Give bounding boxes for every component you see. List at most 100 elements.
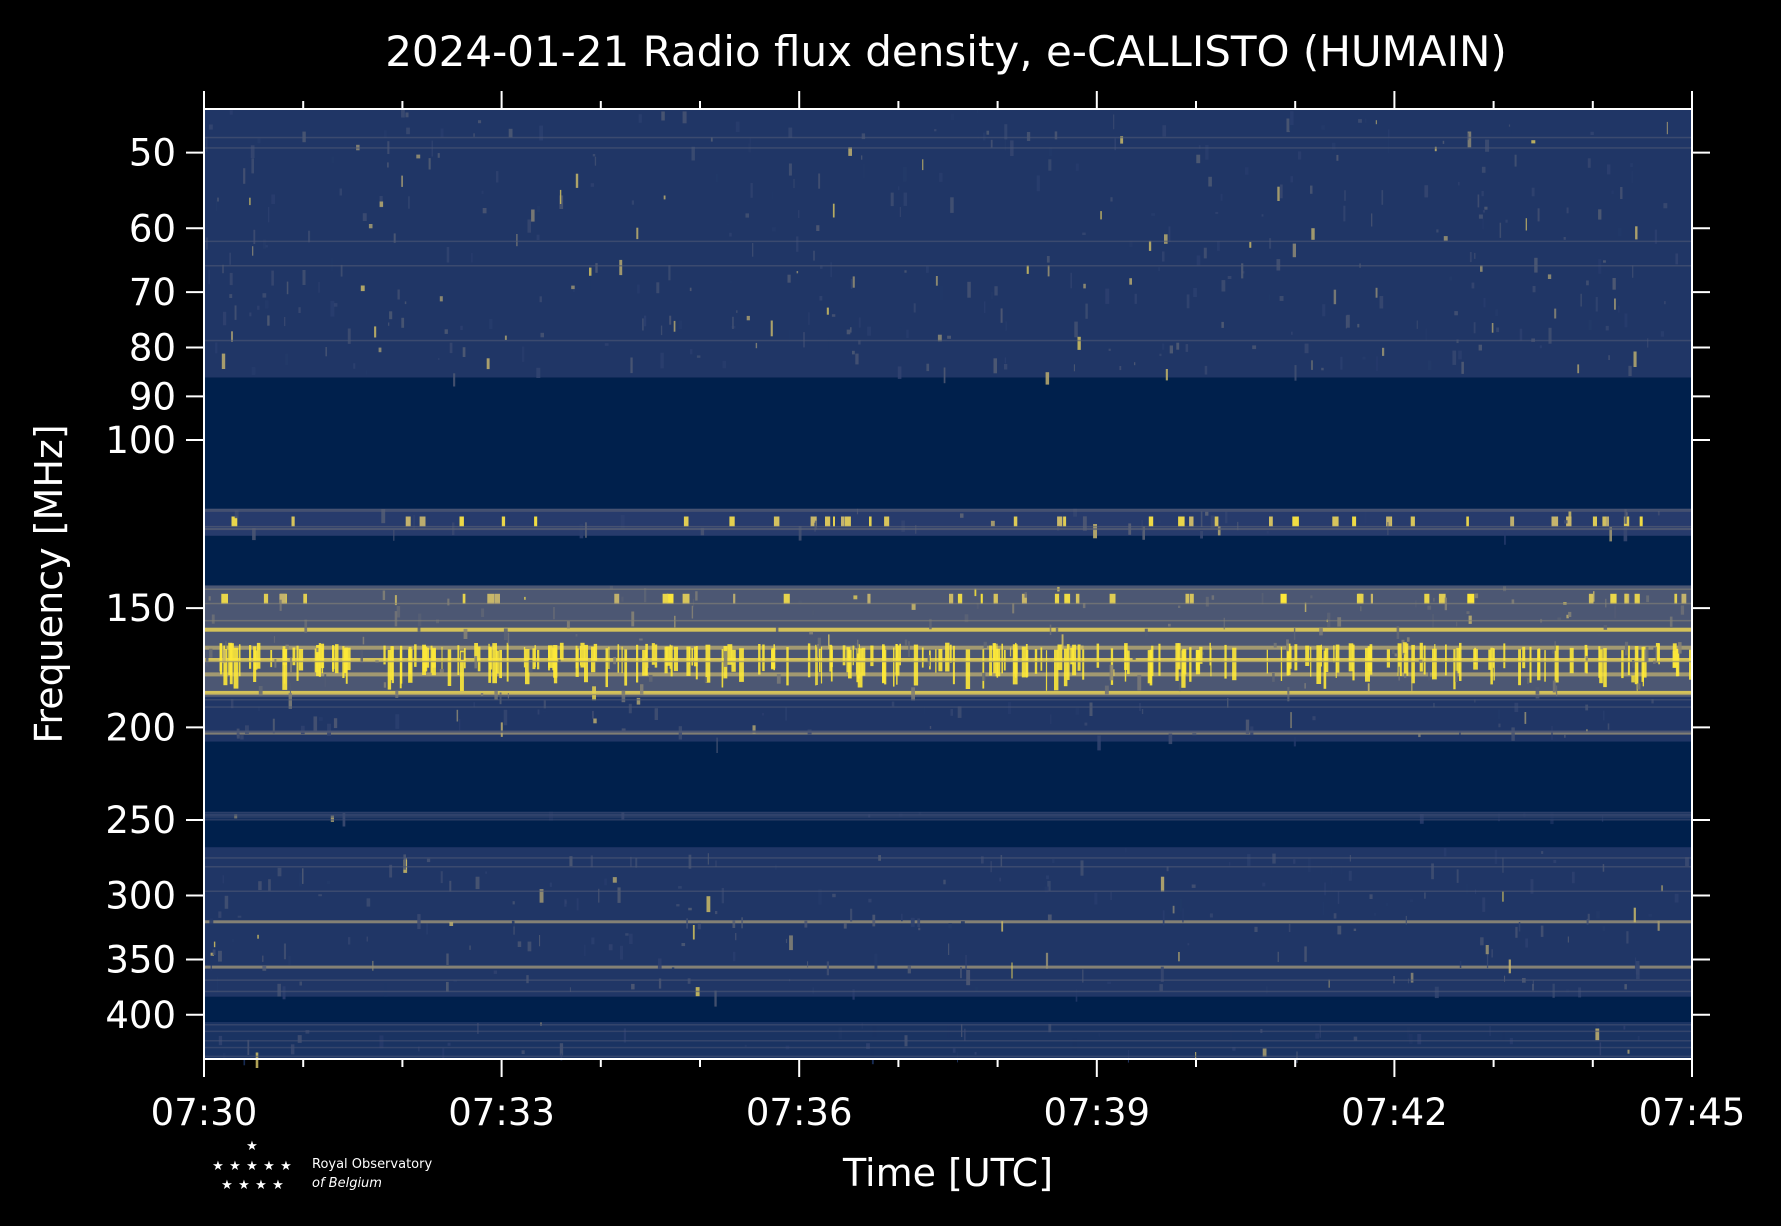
texture-streak [1607, 723, 1610, 730]
texture-streak [917, 918, 921, 927]
texture-streak [1480, 937, 1484, 946]
texture-streak [1225, 511, 1228, 524]
texture-streak [1540, 925, 1544, 937]
texture-streak [967, 281, 971, 298]
texture-streak [1541, 851, 1544, 854]
texture-streak [508, 128, 513, 138]
star-icon: ★ [221, 1178, 233, 1193]
texture-streak [1483, 298, 1486, 308]
speckle [683, 516, 689, 527]
texture-streak [852, 989, 855, 1000]
texture-streak [1557, 617, 1561, 621]
texture-streak [696, 355, 701, 358]
burst-streak [669, 644, 671, 669]
texture-streak [1110, 197, 1113, 202]
texture-streak [549, 882, 552, 887]
burst-streak [414, 644, 417, 667]
texture-streak [229, 294, 233, 298]
texture-streak [1396, 626, 1400, 639]
texture-streak [584, 944, 586, 957]
burst-streak [1627, 645, 1630, 676]
texture-streak [1471, 282, 1475, 289]
texture-streak [1229, 861, 1231, 866]
texture-streak [906, 329, 909, 339]
burst-streak [591, 646, 596, 673]
speckle [263, 593, 269, 604]
texture-streak [1657, 511, 1660, 516]
burst-streak [253, 646, 257, 682]
texture-streak [735, 121, 740, 133]
texture-streak [449, 880, 452, 892]
texture-streak [1247, 854, 1251, 866]
speckle [1332, 516, 1339, 527]
texture-streak [736, 310, 738, 313]
burst-streak [938, 649, 943, 672]
texture-streak [1168, 733, 1173, 745]
texture-streak [697, 922, 701, 930]
speckle [1021, 593, 1027, 604]
texture-streak [513, 922, 515, 935]
texture-streak [1436, 229, 1439, 233]
texture-streak [890, 192, 894, 207]
burst-streak [1655, 643, 1660, 663]
texture-streak [1626, 931, 1629, 944]
burst-streak [842, 645, 846, 666]
band-6 [204, 741, 1692, 812]
burst-streak [492, 643, 497, 684]
texture-streak [590, 183, 595, 187]
texture-streak [1655, 646, 1657, 662]
texture-streak [383, 982, 388, 997]
texture-line [204, 510, 1692, 512]
texture-streak [1624, 641, 1629, 656]
burst-streak [694, 646, 698, 667]
texture-streak [537, 709, 540, 715]
texture-streak [789, 935, 793, 951]
speckle [666, 593, 674, 604]
texture-streak [853, 595, 858, 600]
speckle [1370, 593, 1373, 604]
bright-line-184 [204, 690, 1692, 695]
texture-streak [1486, 952, 1489, 969]
texture-streak [507, 693, 509, 699]
texture-streak [1566, 614, 1569, 619]
y-tick-label: 400 [105, 994, 176, 1037]
texture-streak [1191, 884, 1196, 888]
texture-streak [1527, 677, 1529, 684]
burst-streak [762, 644, 765, 672]
texture-streak [1097, 735, 1101, 751]
texture-line [204, 866, 1692, 868]
texture-streak [613, 657, 616, 665]
texture-streak [318, 281, 320, 293]
texture-streak [1094, 892, 1098, 905]
texture-streak [1563, 237, 1566, 240]
texture-line [204, 979, 1692, 981]
burst-streak [1189, 647, 1192, 682]
texture-streak [1120, 136, 1124, 144]
texture-streak [1588, 320, 1592, 331]
texture-streak [1552, 680, 1556, 693]
texture-streak [251, 367, 256, 375]
texture-streak [408, 196, 410, 209]
texture-streak [250, 145, 255, 158]
texture-streak [1424, 892, 1426, 899]
texture-streak [1205, 511, 1209, 516]
texture-streak [1227, 276, 1232, 279]
texture-streak [1290, 111, 1294, 125]
texture-streak [730, 280, 733, 284]
texture-streak [1496, 327, 1500, 333]
burst-streak [1537, 649, 1541, 681]
speckle [501, 516, 506, 527]
texture-streak [1590, 131, 1594, 135]
burst-streak [1124, 644, 1127, 682]
texture-streak [1675, 253, 1679, 265]
speckle [833, 516, 835, 527]
burst-streak [256, 642, 261, 669]
burst-streak [771, 648, 776, 669]
texture-streak [504, 335, 507, 340]
texture-streak [976, 602, 979, 609]
texture-streak [1449, 276, 1453, 281]
texture-streak [469, 945, 471, 950]
texture-streak [1357, 323, 1360, 328]
burst-streak [387, 650, 392, 690]
texture-line [204, 857, 1692, 859]
